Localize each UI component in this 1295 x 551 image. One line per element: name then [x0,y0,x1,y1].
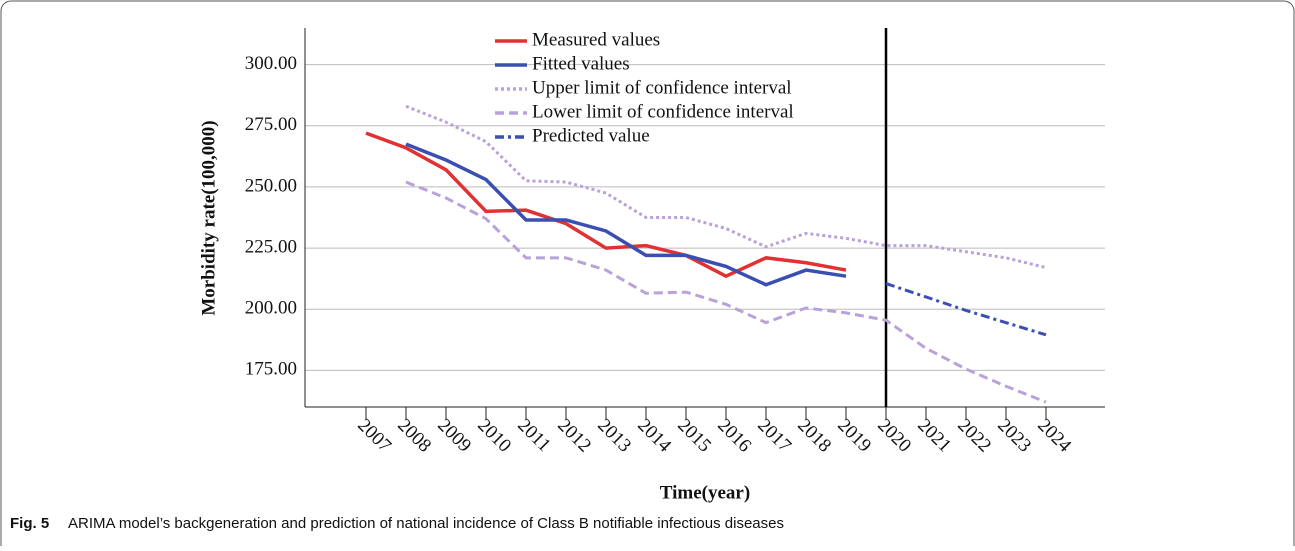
series-line [405,180,1047,404]
series-line [365,131,847,279]
x-tick-label: 2011 [513,415,554,456]
series-line [405,142,847,287]
legend-label: Upper limit of confidence interval [532,77,792,98]
y-tick-label: 200.00 [245,298,297,319]
x-tick-label: 2018 [793,415,835,457]
x-tick-label: 2019 [833,415,875,457]
x-tick-label: 2008 [393,415,435,457]
x-tick-label: 2010 [473,415,515,457]
x-tick-label: 2012 [553,415,595,457]
x-axis-label: Time(year) [660,482,750,503]
x-tick-label: 2021 [913,415,955,457]
series-line [885,282,1047,337]
x-tick-label: 2007 [353,415,395,457]
x-tick-label: 2014 [633,415,675,457]
x-tick-label: 2017 [753,415,795,457]
x-tick-label: 2016 [713,415,755,457]
caption-label: Fig. 5 [10,515,49,532]
y-tick-label: 175.00 [245,359,297,380]
x-tick-label: 2015 [673,415,715,457]
legend-label: Fitted values [532,53,630,74]
y-axis-label: Morbidity rate(100,000) [198,120,219,315]
x-tick-label: 2023 [993,415,1035,457]
x-tick-label: 2022 [953,415,995,457]
x-tick-label: 2020 [873,415,915,457]
legend-label: Measured values [532,29,660,50]
x-tick-label: 2013 [593,415,635,457]
y-tick-label: 300.00 [245,53,297,74]
x-tick-label: 2009 [433,415,475,457]
x-tick-label: 2024 [1033,415,1075,457]
y-tick-label: 250.00 [245,175,297,196]
caption: ARIMA model’s backgeneration and predict… [68,515,784,532]
legend-label: Lower limit of confidence interval [532,101,794,122]
legend-label: Predicted value [532,125,650,146]
y-tick-label: 225.00 [245,236,297,257]
y-tick-label: 275.00 [245,114,297,135]
